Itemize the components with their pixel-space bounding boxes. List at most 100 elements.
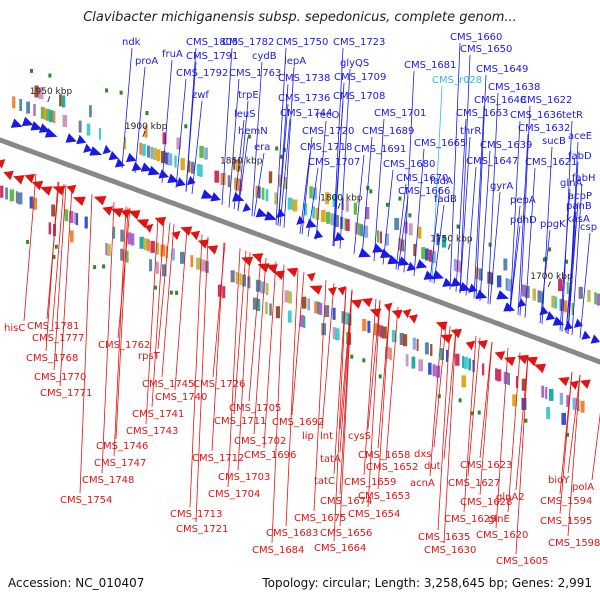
reverse-label-connector bbox=[377, 303, 391, 449]
reverse-gene-arrow bbox=[517, 354, 529, 365]
forward-label-connector bbox=[541, 146, 553, 324]
reverse-gene-arrow bbox=[327, 286, 337, 297]
forward-gene-arrow bbox=[125, 152, 137, 163]
reverse-gene-label: CMS_1771 bbox=[40, 388, 92, 399]
forward-gene-label: CMS_1701 bbox=[374, 108, 426, 119]
feature-tile bbox=[15, 191, 18, 204]
forward-gene-arrow bbox=[496, 290, 509, 300]
feature-tile bbox=[275, 306, 280, 319]
forward-gene-label: sucB bbox=[542, 136, 566, 147]
reverse-label-connector bbox=[339, 289, 353, 527]
reverse-gene-arrow bbox=[72, 196, 86, 206]
reverse-gene-label: dxs bbox=[414, 449, 431, 460]
reverse-gene-arrow bbox=[273, 270, 285, 280]
feature-tile bbox=[325, 192, 330, 205]
reverse-gene-arrow bbox=[40, 186, 53, 196]
forward-gene-arrow bbox=[372, 243, 385, 253]
feature-tile bbox=[578, 286, 583, 299]
feature-tile bbox=[418, 359, 423, 372]
reverse-label-connector bbox=[367, 300, 381, 508]
reverse-label-connector bbox=[495, 347, 509, 529]
reverse-gene-label: CMS_1768 bbox=[26, 353, 78, 364]
feature-tile bbox=[19, 99, 23, 111]
forward-label-connector bbox=[332, 47, 344, 246]
reverse-label-connector bbox=[45, 181, 59, 352]
feature-tile bbox=[341, 311, 345, 324]
reverse-gene-arrow bbox=[241, 256, 254, 267]
forward-label-connector bbox=[185, 61, 197, 192]
reverse-gene-label: CMS_1595 bbox=[540, 516, 592, 527]
feature-tile bbox=[144, 125, 148, 138]
forward-gene-label: CMS_1639 bbox=[480, 140, 532, 151]
feature-tile bbox=[52, 111, 56, 124]
forward-label-connector bbox=[237, 100, 249, 211]
reverse-gene-arrow bbox=[207, 245, 219, 255]
reverse-gene-label: tatA bbox=[320, 454, 341, 465]
forward-label-connector bbox=[397, 196, 409, 271]
reverse-gene-label: CMS_1683 bbox=[266, 528, 318, 539]
reverse-label-connector bbox=[271, 264, 285, 544]
forward-label-connector bbox=[567, 201, 579, 334]
forward-gene-label: acpP bbox=[568, 191, 592, 202]
rna-marker bbox=[458, 398, 462, 403]
forward-gene-arrow bbox=[590, 334, 600, 344]
reverse-gene-arrow bbox=[558, 377, 570, 387]
forward-label-connector bbox=[395, 183, 407, 270]
reverse-gene-label: CMS_1620 bbox=[476, 530, 528, 541]
reverse-gene-arrow bbox=[402, 308, 412, 319]
forward-gene-arrow bbox=[176, 177, 186, 187]
rna-marker bbox=[362, 358, 366, 363]
reverse-label-connector bbox=[233, 250, 247, 415]
forward-label-connector bbox=[228, 78, 240, 208]
feature-tile bbox=[362, 319, 367, 331]
reverse-label-connector bbox=[591, 412, 600, 481]
reverse-gene-label: acnA bbox=[410, 478, 435, 489]
forward-label-connector bbox=[221, 47, 233, 205]
rna-marker bbox=[48, 73, 52, 78]
feature-tile bbox=[335, 215, 339, 228]
forward-label-connector bbox=[373, 118, 385, 262]
forward-label-connector bbox=[283, 66, 295, 228]
feature-tile bbox=[436, 233, 439, 246]
forward-gene-label: cydB bbox=[252, 51, 277, 62]
feature-tile bbox=[62, 115, 68, 127]
reverse-label-connector bbox=[115, 207, 129, 440]
reverse-label-connector bbox=[339, 289, 353, 453]
reverse-gene-arrow bbox=[369, 308, 382, 318]
feature-tile bbox=[399, 333, 404, 345]
rna-marker bbox=[488, 242, 492, 247]
forward-gene-label: CMS_1621 bbox=[525, 157, 577, 168]
feature-tile bbox=[453, 258, 456, 271]
feature-tile bbox=[462, 355, 465, 368]
rna-marker bbox=[102, 264, 106, 269]
forward-label-connector bbox=[277, 103, 289, 226]
feature-tile bbox=[496, 369, 502, 382]
kbp-tick-mark bbox=[547, 281, 551, 288]
feature-tile bbox=[147, 145, 150, 158]
feature-tile bbox=[86, 123, 91, 136]
reverse-gene-label: CMS_1711 bbox=[214, 416, 266, 427]
kbp-tick-mark bbox=[447, 243, 451, 250]
forward-label-connector bbox=[275, 47, 287, 225]
accession-text: Accession: NC_010407 bbox=[8, 576, 145, 590]
feature-tile bbox=[389, 348, 392, 361]
reverse-gene-arrow bbox=[66, 184, 77, 195]
reverse-gene-label: CMS_1623 bbox=[460, 460, 512, 471]
feature-tile bbox=[551, 295, 556, 308]
forward-label-connector bbox=[315, 120, 327, 240]
feature-tile bbox=[120, 229, 124, 242]
forward-gene-label: fruA bbox=[162, 49, 183, 60]
rna-marker bbox=[398, 196, 402, 201]
forward-gene-label: fabH bbox=[572, 173, 596, 184]
feature-tile bbox=[312, 206, 316, 219]
reverse-gene-label: dut bbox=[424, 461, 441, 472]
rna-marker bbox=[566, 432, 570, 437]
reverse-label-connector bbox=[333, 287, 347, 475]
feature-tile bbox=[204, 147, 208, 160]
forward-gene-label: CMS_1782 bbox=[222, 37, 274, 48]
reverse-label-connector bbox=[117, 207, 131, 339]
reverse-gene-label: CMS_1692 bbox=[272, 417, 324, 428]
reverse-label-connector bbox=[157, 222, 171, 350]
forward-gene-arrow bbox=[397, 256, 410, 266]
reverse-gene-label: CMS_1713 bbox=[170, 509, 222, 520]
